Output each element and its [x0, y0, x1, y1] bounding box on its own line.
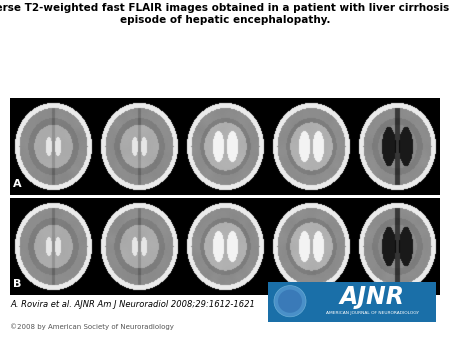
- Text: A: A: [13, 179, 22, 189]
- Bar: [268, 282, 436, 322]
- Text: ©2008 by American Society of Neuroradiology: ©2008 by American Society of Neuroradiol…: [10, 323, 174, 330]
- Bar: [10, 198, 440, 295]
- Ellipse shape: [274, 286, 306, 317]
- Bar: [10, 98, 440, 195]
- Text: AMERICAN JOURNAL OF NEURORADIOLOGY: AMERICAN JOURNAL OF NEURORADIOLOGY: [326, 311, 419, 315]
- Text: A, Transverse T2-weighted fast FLAIR images obtained in a patient with liver cir: A, Transverse T2-weighted fast FLAIR ima…: [0, 3, 450, 13]
- Text: B: B: [13, 279, 22, 289]
- Text: A. Rovira et al. AJNR Am J Neuroradiol 2008;29:1612-1621: A. Rovira et al. AJNR Am J Neuroradiol 2…: [10, 300, 255, 309]
- Text: AJNR: AJNR: [340, 285, 405, 309]
- Ellipse shape: [278, 290, 302, 313]
- Text: episode of hepatic encephalopathy.: episode of hepatic encephalopathy.: [120, 15, 330, 25]
